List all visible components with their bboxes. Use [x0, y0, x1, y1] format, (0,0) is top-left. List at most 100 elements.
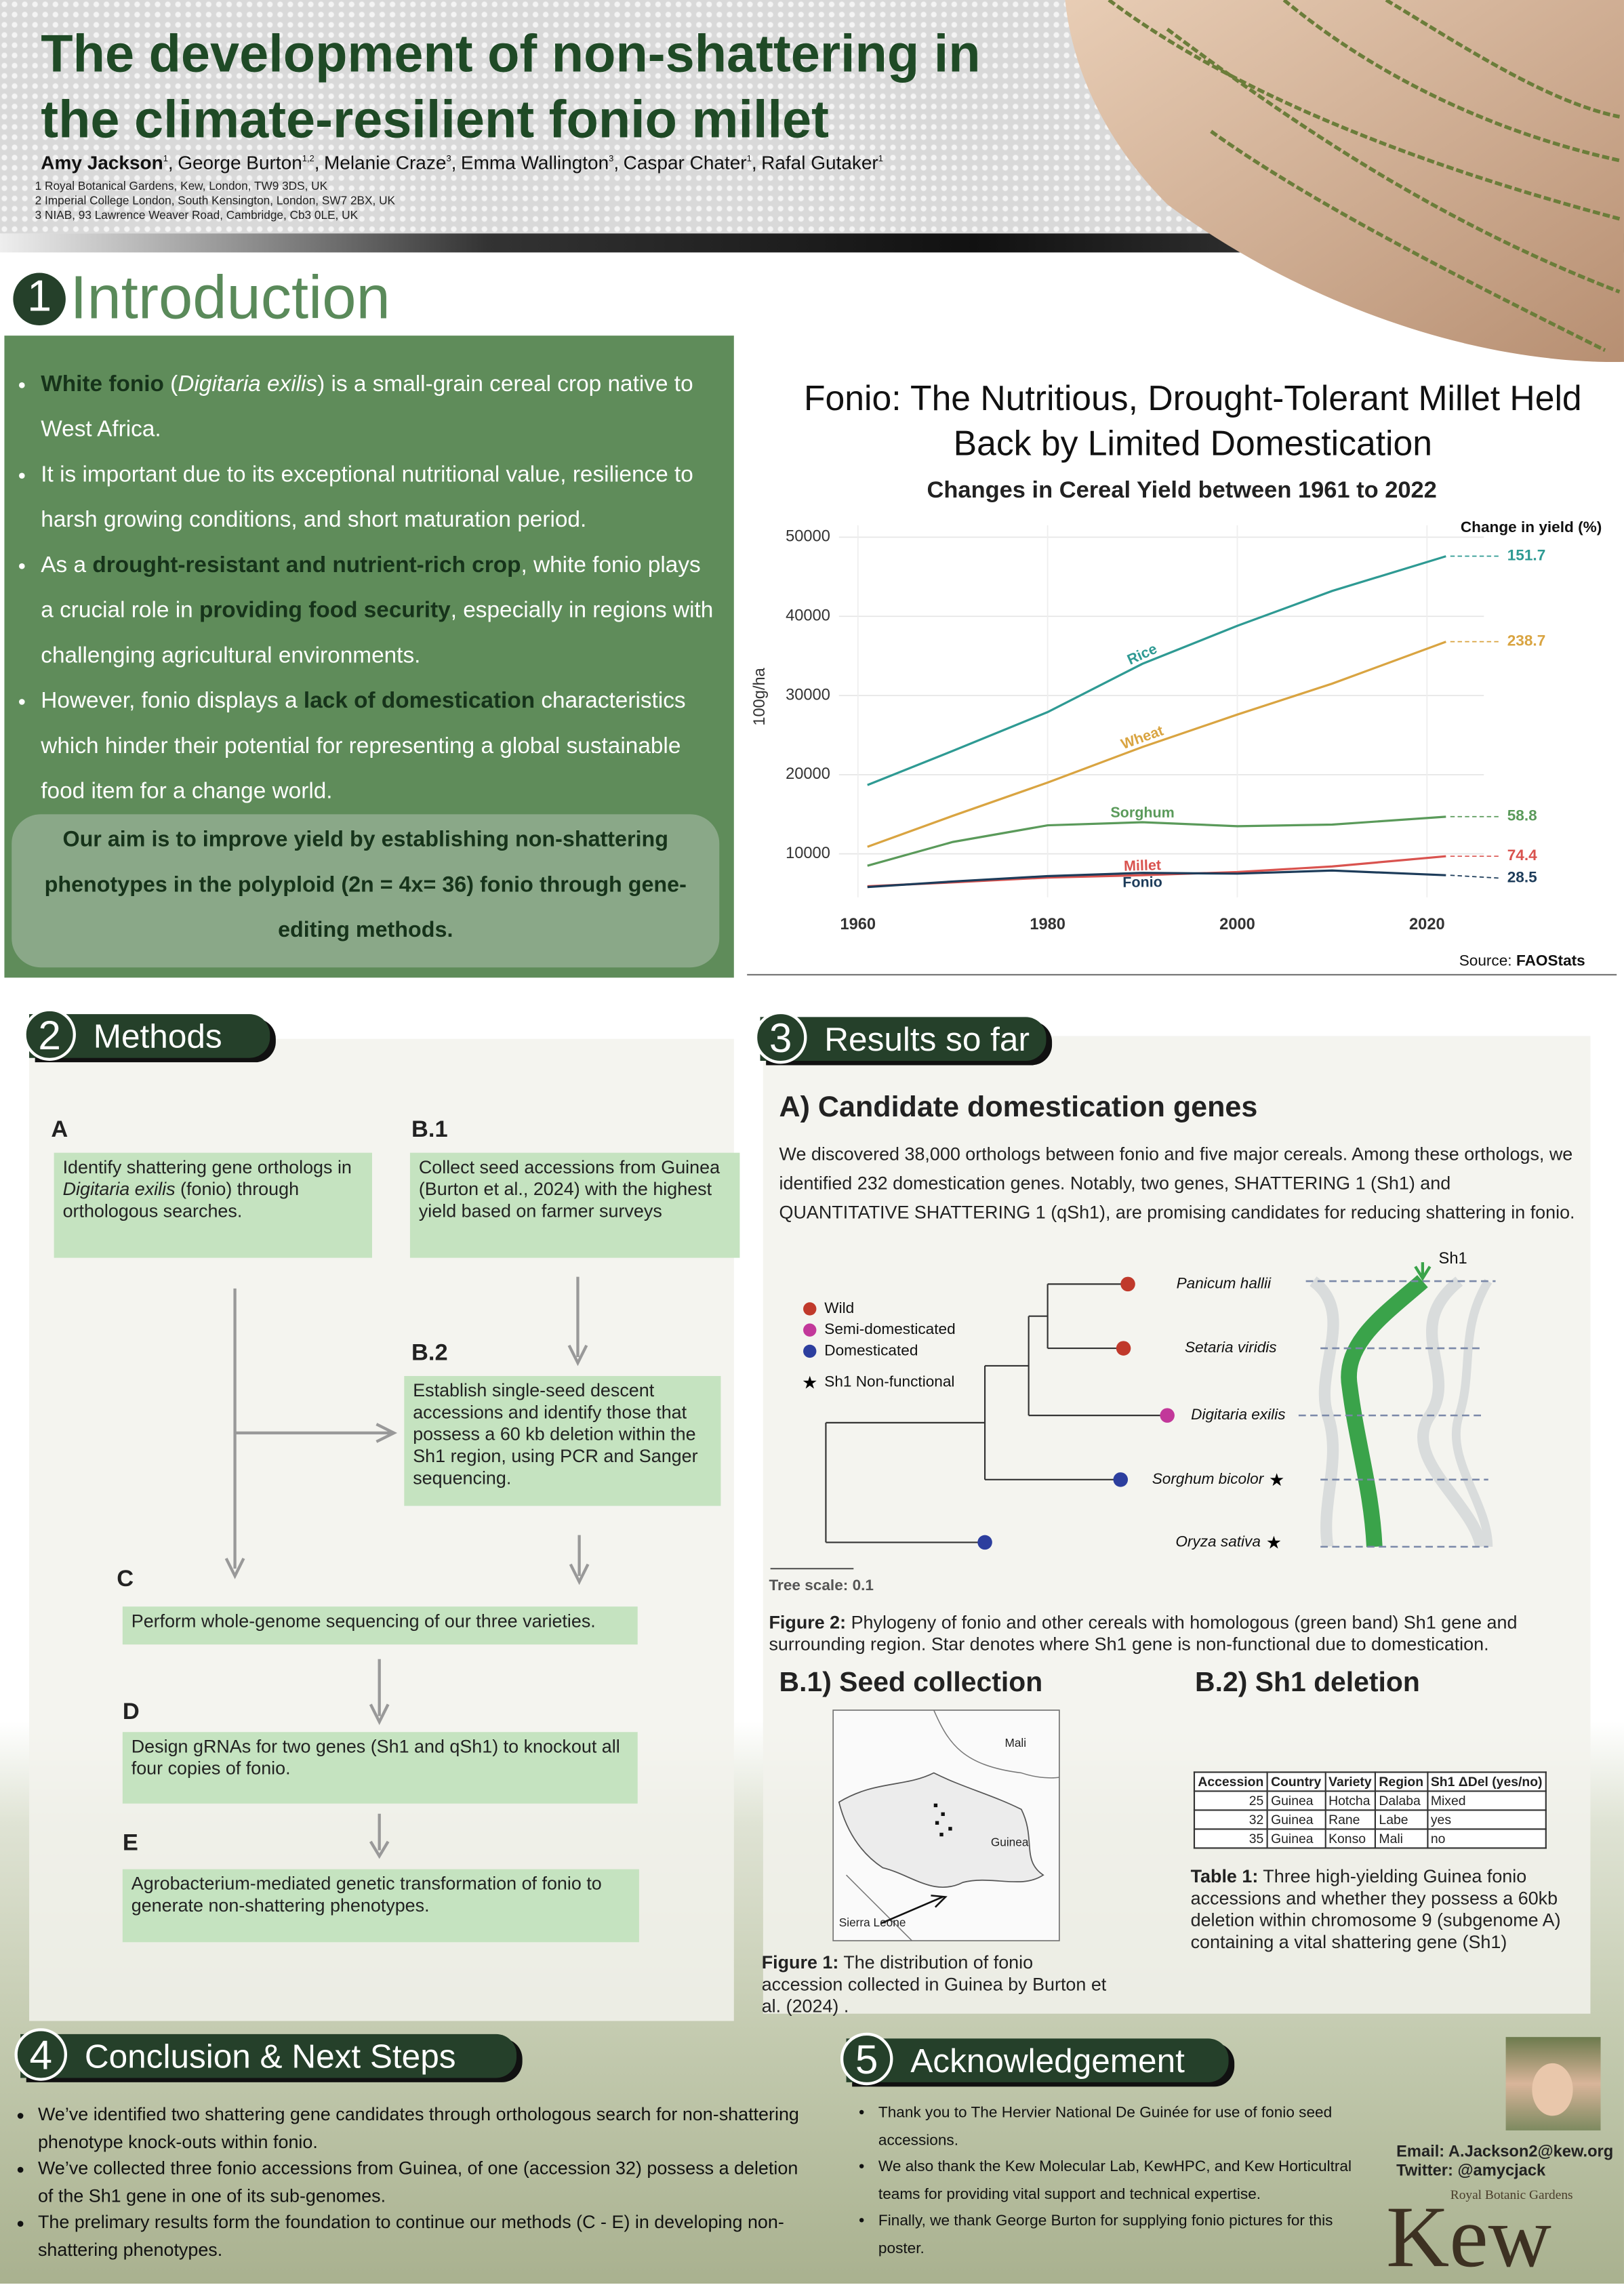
text-run: providing food security [199, 598, 451, 624]
table-cell: Hotcha [1324, 1790, 1377, 1811]
portrait [1505, 2037, 1601, 2130]
map-label: Sierra Leone [839, 1916, 906, 1929]
text-run: (fonio) through orthologous searches. [62, 1179, 300, 1221]
step-box: Identify shattering gene orthologs in Di… [54, 1152, 372, 1258]
author-affiliation: 1 [878, 155, 883, 165]
step-box: Perform whole-genome sequencing of our t… [122, 1606, 638, 1645]
author-affiliation: 1 [746, 155, 752, 165]
author-name: Amy Jackson [41, 151, 163, 174]
bullet: We also thank the Kew Molecular Lab, Kew… [878, 2153, 1368, 2208]
separator: , [167, 151, 174, 174]
text-run: White fonio [41, 371, 164, 397]
legend-label: Wild [824, 1299, 854, 1316]
taxon-label: Setaria viridis [1185, 1339, 1277, 1356]
y-tick-label: 10000 [786, 845, 830, 862]
tree-scale: Tree scale: 0.1 [769, 1577, 874, 1594]
chart-subtitle: Changes in Cereal Yield between 1961 to … [927, 479, 1437, 504]
intro-bullets: White fonio (Digitaria exilis) is a smal… [20, 362, 718, 814]
author-name: Caspar Chater [623, 151, 747, 174]
gene-label: Sh1 [1439, 1250, 1467, 1268]
series-line [867, 869, 1446, 889]
section-number: 5 [840, 2032, 893, 2086]
y-tick-label: 30000 [786, 686, 830, 704]
x-tick-label: 2020 [1409, 916, 1445, 933]
table-cell: Mixed [1426, 1790, 1547, 1811]
table-cell: Konso [1324, 1828, 1377, 1849]
leader-line [1450, 874, 1501, 879]
phylogeny-tree [770, 1283, 1168, 1570]
section-number: 2 [23, 1008, 76, 1061]
text-run: Collect seed accessions from Guinea (Bur… [418, 1157, 720, 1221]
authors: Amy Jackson1, George Burton1,2, Melanie Cr… [41, 152, 883, 174]
table-cell: Guinea [1266, 1828, 1326, 1849]
text-run: drought-resistant and nutrient-rich crop [92, 552, 521, 578]
text-run: , white fonio plays a crucial role in [41, 552, 701, 624]
legend-dot [803, 1302, 817, 1316]
gene-region [1298, 1262, 1496, 1548]
source-prefix: Source: [1459, 952, 1512, 969]
title-line: the climate-resilient fonio millet [41, 89, 829, 149]
section-pill: Results so far [760, 1017, 1047, 1061]
section-number: 1 [13, 272, 66, 326]
legend-label: Semi-domesticated [824, 1320, 955, 1337]
conclusion-bullets: We’ve identified two shattering gene can… [18, 2101, 813, 2263]
caption: Figure 2: Phylogeny of fonio and other c… [769, 1613, 1579, 1657]
table-row: 32 Guinea Rane Labe yes [1193, 1809, 1547, 1830]
step-id: A [51, 1117, 68, 1143]
series-line [867, 641, 1446, 848]
series-label: Fonio [1122, 874, 1162, 891]
table: Accession Country Variety Region Sh1 ΔDel (y… [1193, 1771, 1547, 1849]
text-run: ( [163, 371, 178, 397]
table-cell: 32 [1193, 1809, 1268, 1830]
table-cell: Rane [1324, 1809, 1377, 1830]
column-header: Accession [1193, 1771, 1268, 1792]
step-box: Collect seed accessions from Guinea (Bur… [409, 1152, 740, 1258]
change-label: 58.8 [1507, 807, 1537, 824]
section-pill: Acknowledgement [846, 2038, 1229, 2082]
chart-title: Fonio: The Nutritious, Drought-Tolerant … [804, 379, 1582, 464]
table-cell: Labe [1374, 1809, 1428, 1830]
author-affiliation: 3 [609, 155, 614, 165]
section-heading: Introduction [70, 262, 390, 331]
legend-dot [803, 1323, 817, 1337]
column-header: Variety [1324, 1771, 1377, 1792]
table-cell: Mali [1374, 1828, 1428, 1849]
separator: , [613, 151, 620, 174]
table-header: Accession Country Variety Region Sh1 ΔDel (y… [1193, 1771, 1547, 1792]
caption: Figure 1: The distribution of fonio acce… [762, 1952, 1112, 2018]
table-cell: Guinea [1266, 1790, 1326, 1811]
bullet: Thank you to The Hervier National De Gui… [878, 2100, 1368, 2154]
acknowledgement-bullets: Thank you to The Hervier National De Gui… [858, 2100, 1368, 2262]
taxon-label: Sorghum bicolor [1152, 1470, 1265, 1487]
taxon-label: Oryza sativa [1175, 1533, 1261, 1550]
table-cell: 25 [1193, 1790, 1268, 1811]
nonfunctional-star: ★ [1266, 1533, 1282, 1552]
bullet: As a drought-resistant and nutrient-rich… [41, 543, 718, 679]
affiliation: 1 Royal Botanical Gardens, Kew, London, … [35, 179, 328, 193]
column-header: Region [1374, 1771, 1428, 1792]
contact-email: Email: A.Jackson2@kew.org [1396, 2143, 1614, 2162]
table-cell: 35 [1193, 1828, 1268, 1849]
grain-stems [1108, 0, 1621, 352]
text-run: Establish single-seed descent accessions… [413, 1380, 698, 1489]
text-run: characteristics which hinder their poten… [41, 689, 686, 805]
text-run: Phylogeny of fonio and other cereals wit… [769, 1612, 1518, 1655]
legend-label: Sh1 Non-functional [824, 1373, 954, 1390]
text-run: The distribution of fonio accession coll… [761, 1952, 1107, 2017]
table-row: 35 Guinea Konso Mali no [1193, 1828, 1547, 1849]
change-label: 151.7 [1507, 546, 1546, 563]
logo-line2: Kew [1386, 2189, 1551, 2284]
separator: , [314, 151, 320, 174]
map-label: Guinea [991, 1835, 1029, 1848]
method-arrows [224, 1276, 590, 1859]
taxon-dot [1160, 1408, 1175, 1423]
legend-star: ★ [802, 1374, 817, 1393]
series-line [867, 815, 1446, 867]
title-line: The development of non-shattering in [41, 23, 981, 83]
bullet: It is important due to its exceptional n… [41, 452, 718, 542]
text-run: lack of domestication [303, 689, 535, 714]
author-affiliation: 3 [446, 155, 451, 165]
nonfunctional-star: ★ [1269, 1471, 1284, 1490]
